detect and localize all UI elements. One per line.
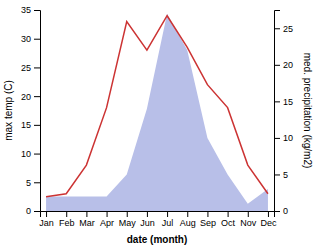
tick: Sep — [200, 211, 216, 228]
tick: 5 — [26, 178, 40, 188]
tick: 20 — [274, 60, 293, 70]
tick: Jul — [162, 211, 174, 228]
tick: 5 — [274, 170, 288, 180]
tick-label: Jul — [162, 218, 174, 228]
tick-mark — [34, 211, 40, 212]
marks — [46, 14, 268, 211]
tick-mark — [107, 211, 108, 217]
tick: 25 — [21, 63, 40, 73]
tick: Aug — [180, 211, 196, 228]
tick-mark — [86, 211, 87, 217]
axis-line — [34, 11, 41, 212]
tick-mark — [187, 211, 188, 217]
tick-mark — [248, 211, 249, 217]
tick-label: 0 — [283, 206, 288, 216]
tick-label: 5 — [283, 170, 288, 180]
tick-label: 10 — [283, 133, 293, 143]
temperature-line — [46, 16, 268, 197]
tick-mark — [34, 182, 40, 183]
tick: 15 — [274, 97, 293, 107]
tick-mark — [274, 174, 280, 175]
axis-line — [41, 212, 275, 218]
tick: Jun — [140, 211, 155, 228]
y-axis-title: max temp (C) — [3, 80, 14, 141]
tick-mark — [46, 211, 47, 217]
chart: Jan Feb Mar Apr MayJun Jul Aug Sep Oct NovDec 0 5 10… — [0, 0, 318, 249]
tick: Jan — [39, 211, 54, 228]
tick: May — [119, 211, 137, 228]
tick-label: 15 — [283, 97, 293, 107]
tick-label: 35 — [21, 5, 31, 15]
tick-mark — [34, 39, 40, 40]
tick: Feb — [59, 211, 75, 228]
tick-label: Dec — [260, 218, 277, 228]
tick-label: Nov — [240, 218, 257, 228]
tick-mark — [127, 211, 128, 217]
tick-label: 25 — [283, 24, 293, 34]
tick: 15 — [21, 120, 40, 130]
y2-axis: 0 5 10 15 20 25 — [274, 11, 293, 217]
tick: 35 — [21, 5, 40, 15]
tick-label: Feb — [59, 218, 75, 228]
tick-mark — [34, 67, 40, 68]
tick-label: 15 — [21, 120, 31, 130]
tick: 25 — [274, 24, 293, 34]
tick: Nov — [240, 211, 257, 228]
tick-label: Oct — [221, 218, 236, 228]
tick-mark — [274, 138, 280, 139]
tick-mark — [274, 211, 280, 212]
tick-mark — [66, 211, 67, 217]
tick: 10 — [21, 149, 40, 159]
tick-label: Aug — [180, 218, 196, 228]
tick: 0 — [26, 206, 40, 216]
tick-mark — [167, 211, 168, 217]
tick-label: Mar — [79, 218, 95, 228]
precipitation-area — [46, 14, 268, 211]
tick-mark — [207, 211, 208, 217]
tick-label: 20 — [283, 60, 293, 70]
tick: 30 — [21, 34, 40, 44]
tick: 0 — [274, 206, 288, 216]
tick-mark — [274, 65, 280, 66]
tick-label: Sep — [200, 218, 216, 228]
tick-label: Apr — [100, 218, 114, 228]
tick-label: Jun — [140, 218, 155, 228]
tick-mark — [268, 211, 269, 217]
tick: Dec — [260, 211, 277, 228]
plot: Jan Feb Mar Apr MayJun Jul Aug Sep Oct NovDec 0 5 10… — [21, 5, 293, 228]
tick: Apr — [100, 211, 114, 228]
tick-label: 5 — [26, 178, 31, 188]
y-axis: 0 5 10 15 20 25 30 35 — [21, 5, 41, 216]
tick-label: Jan — [39, 218, 54, 228]
tick-mark — [34, 125, 40, 126]
tick-mark — [147, 211, 148, 217]
tick-label: 10 — [21, 149, 31, 159]
tick-label: 0 — [26, 206, 31, 216]
tick-mark — [274, 101, 280, 102]
tick-mark — [34, 154, 40, 155]
x-axis: Jan Feb Mar Apr MayJun Jul Aug Sep Oct NovDec — [39, 211, 277, 228]
tick-label: May — [119, 218, 137, 228]
tick: Oct — [221, 211, 236, 228]
tick-label: 20 — [21, 92, 31, 102]
tick-mark — [34, 96, 40, 97]
tick-mark — [274, 28, 280, 29]
tick-mark — [228, 211, 229, 217]
tick: 10 — [274, 133, 293, 143]
tick-label: 25 — [21, 63, 31, 73]
tick-mark — [34, 10, 40, 11]
axis-line — [275, 11, 281, 212]
x-axis-title: date (month) — [127, 234, 188, 245]
tick-label: 30 — [21, 34, 31, 44]
tick: Mar — [79, 211, 95, 228]
y2-axis-title: med. precipitation (kg/m2) — [302, 53, 313, 169]
tick: 20 — [21, 92, 40, 102]
